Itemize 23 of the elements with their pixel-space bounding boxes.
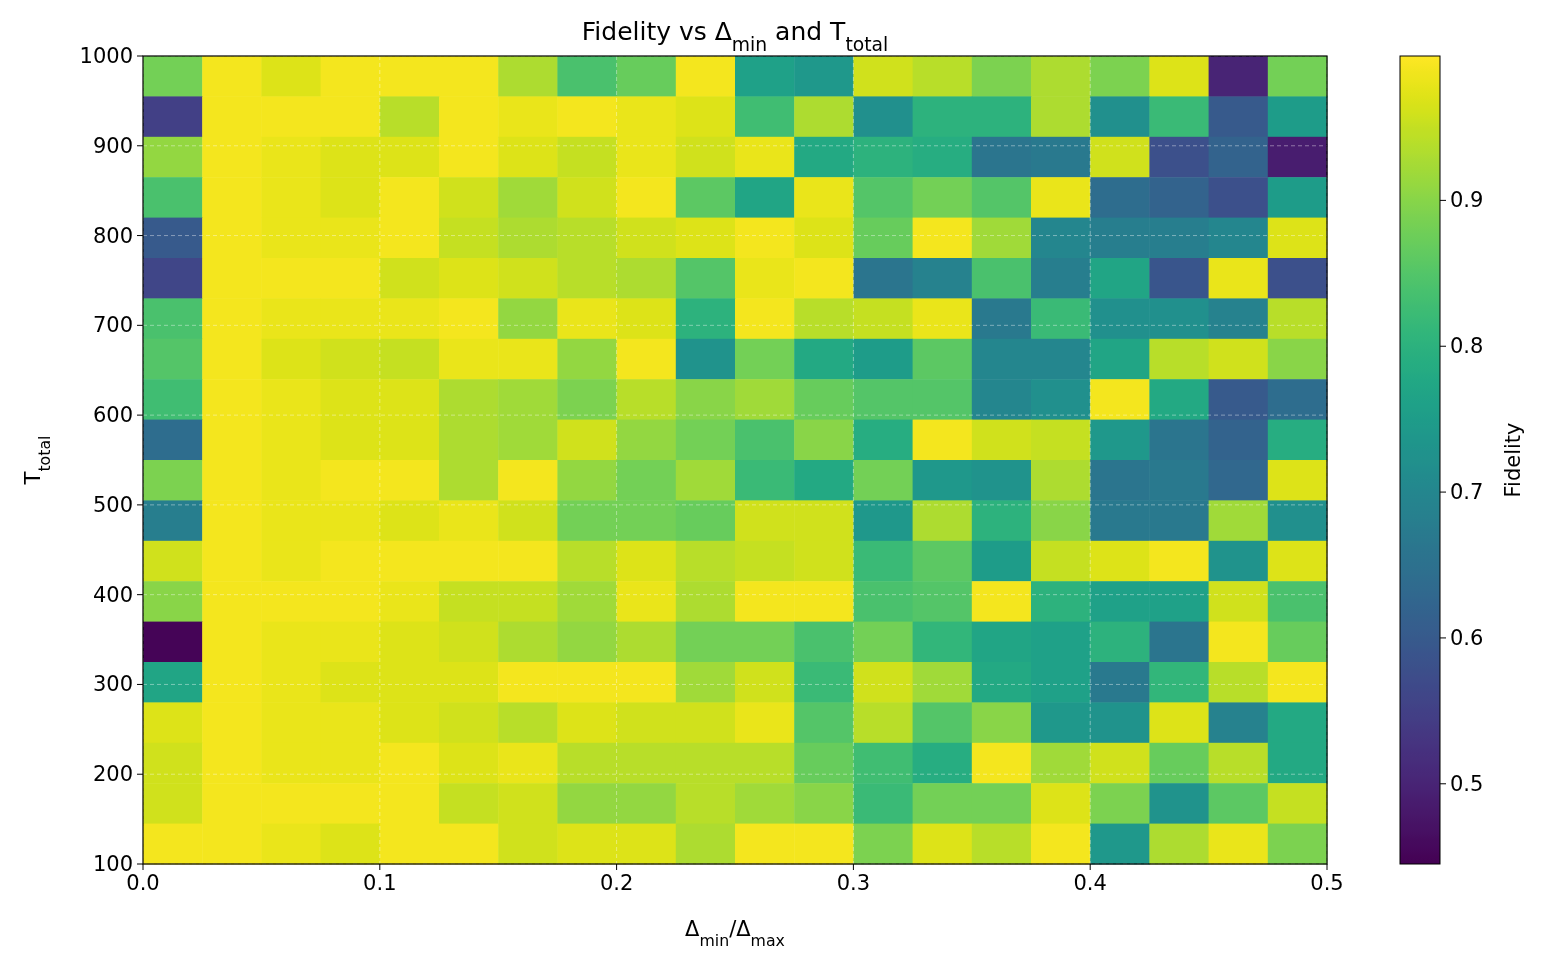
y-tick-label: 200 [92, 762, 133, 787]
color-bar-label: 0.5 [1450, 771, 1484, 796]
y-tick-label: 1000 [79, 44, 133, 68]
y-tick-label: 400 [92, 582, 133, 607]
x-tick-label: 0.1 [363, 871, 397, 895]
x-tick-label: 0.5 [1310, 871, 1344, 895]
color-bar-label: 0.6 [1450, 625, 1484, 650]
chart-title: Fidelity vs Δ$_{min}$ and T$_{total}$ [581, 17, 889, 55]
y-tick-label: 300 [92, 672, 133, 697]
color-bar-label: 0.8 [1450, 334, 1484, 359]
color-bar-title: Fidelity [1501, 422, 1525, 498]
x-tick-label: 0.3 [836, 871, 871, 895]
x-axis-title: Δ$_{min}$/Δ$_{max}$ [685, 917, 785, 950]
y-tick-label: 600 [92, 403, 133, 428]
y-tick-label: 700 [92, 313, 133, 338]
x-tick-label: 0.0 [126, 871, 160, 895]
y-tick-label: 500 [92, 492, 133, 517]
color-bar-label: 0.7 [1450, 480, 1484, 505]
x-tick-label: 0.4 [1073, 871, 1107, 895]
y-tick-label: 800 [92, 223, 133, 248]
color-bar-label: 0.9 [1450, 188, 1484, 213]
y-tick-label: 900 [92, 133, 133, 158]
x-tick-label: 0.2 [599, 871, 634, 895]
